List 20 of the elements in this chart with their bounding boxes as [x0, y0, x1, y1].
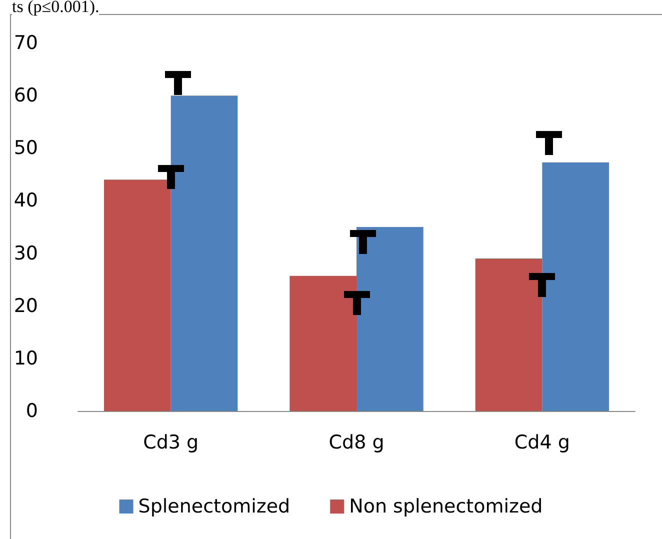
y-tick-label: 30 [14, 242, 38, 264]
y-tick-label: 0 [26, 400, 38, 422]
text: ts (p≤0.001). [12, 0, 100, 16]
x-tick-label: Cd3 g [143, 432, 199, 454]
bar [290, 276, 356, 411]
x-tick-label: Cd8 g [328, 432, 384, 454]
bar [104, 180, 171, 411]
y-tick-label: 40 [14, 190, 38, 212]
bar [542, 162, 610, 411]
y-tick-label: 50 [14, 137, 38, 160]
legend-label: Splenectomized [138, 496, 290, 518]
y-tick-label: 60 [14, 84, 38, 107]
y-tick-label: 10 [14, 347, 38, 370]
y-tick-label: 70 [14, 32, 38, 54]
legend-label: Non splenectomized [349, 496, 543, 518]
y-tick-label: 20 [14, 294, 38, 317]
bar [475, 258, 542, 411]
bar [356, 227, 424, 411]
bar [170, 96, 238, 411]
x-tick-label: Cd4 g [514, 432, 570, 454]
